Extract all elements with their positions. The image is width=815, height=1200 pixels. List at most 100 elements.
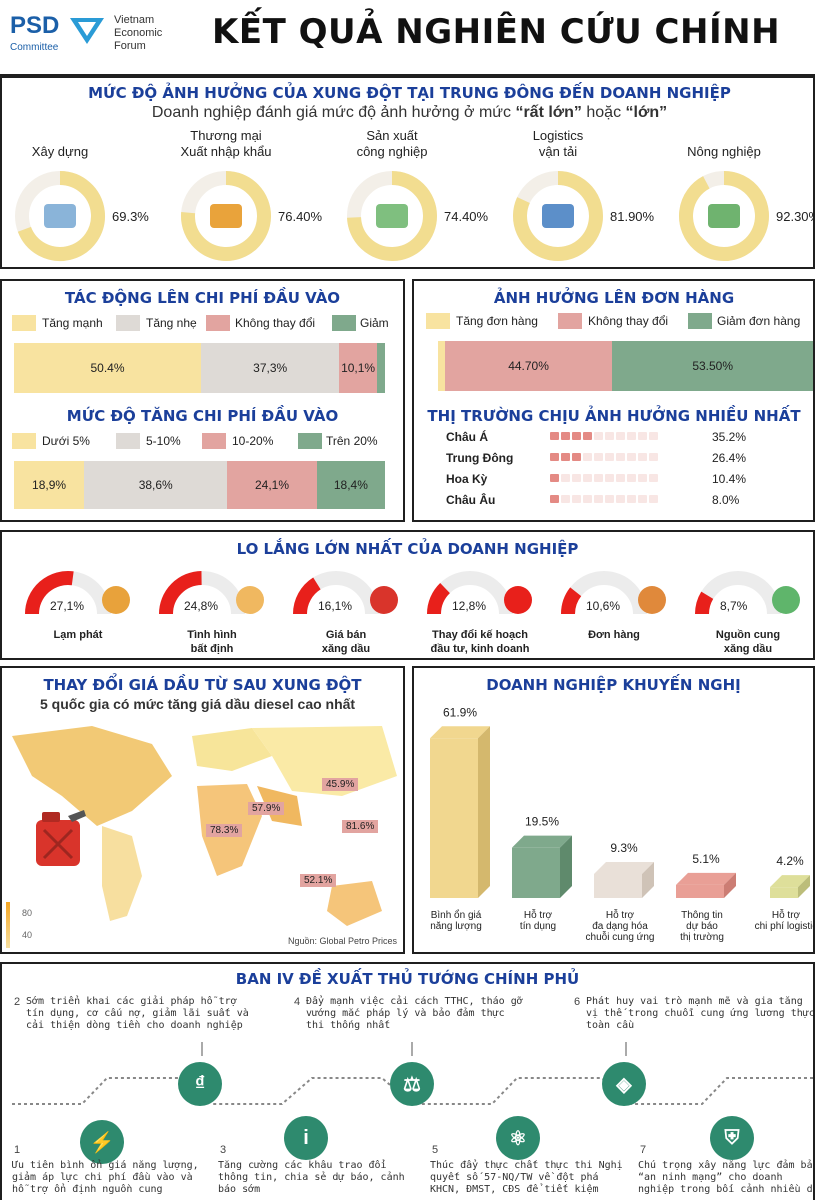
truck-icon (583, 453, 592, 461)
oil-callout-australia: 52.1% (300, 874, 337, 887)
oil-callout-vietnam: 45.9% (322, 778, 359, 791)
cost-level-title: MỨC ĐỘ TĂNG CHI PHÍ ĐẦU VÀO (66, 407, 339, 425)
gauge-pct: 12,8% (452, 599, 486, 613)
bar-value-label: 4.2% (776, 854, 804, 868)
gauge-arc (561, 587, 582, 615)
legend-swatch (12, 315, 36, 331)
sector-name-label: Xuất nhập khẩu (180, 144, 271, 159)
worries-title: LO LẮNG LỚN NHẤT CỦA DOANH NGHIỆP (236, 540, 579, 558)
truck-icon (572, 432, 581, 440)
donut-pct-label: 74.40% (444, 209, 489, 224)
truck-icon (594, 432, 603, 440)
atom-icon: ⚛ (496, 1116, 540, 1160)
bar-segment: 18,9% (14, 461, 85, 509)
psd-committee: Committee (10, 42, 59, 53)
truck-icon (561, 474, 570, 482)
bar-category-label: đa dạng hóa (592, 921, 648, 932)
legend-swatch (332, 315, 356, 331)
bar-category-label: chuỗi cung ứng (586, 930, 655, 943)
proposal-text-6: Phát huy vai trò mạnh mẽ và gia tăng vị … (586, 996, 815, 1031)
donut-arc (513, 171, 603, 261)
jerry-can-icon (36, 810, 86, 866)
worry-label: Nguồn cung (716, 629, 780, 641)
orders-panel: ẢNH HƯỞNG LÊN ĐƠN HÀNG Tăng đơn hàng Khô… (412, 279, 815, 522)
bar-category-label: năng lượng (430, 921, 482, 932)
bar-category-label: thị trường (680, 932, 724, 943)
scale-icon: ⚖ (390, 1062, 434, 1106)
truck-icon (583, 495, 592, 503)
proposal-num-5: 5 (432, 1144, 439, 1156)
bar-segment: 38,6% (84, 461, 228, 509)
bar-category-label: tín dụng (520, 921, 556, 932)
bar-segment: 44.70% (444, 341, 613, 391)
sector-name-label: Sản xuất (366, 128, 418, 143)
gauge-arc (695, 591, 714, 615)
gauge-pct: 27,1% (50, 599, 84, 613)
market-pct: 8.0% (712, 493, 740, 507)
recommend-title: DOANH NGHIỆP KHUYẾN NGHỊ (486, 676, 741, 694)
bar-category-label: dự báo (686, 921, 718, 932)
truck-icon (649, 495, 658, 503)
legend-swatch (688, 313, 712, 329)
truck-icon (594, 474, 603, 482)
map-scale-tick-80: 80 (22, 908, 33, 918)
market-pct: 26.4% (712, 451, 746, 465)
truck-icon (561, 495, 570, 503)
page-title: KẾT QUẢ NGHIÊN CỨU CHÍNH (212, 12, 781, 52)
markets-chart: Châu Á 35.2% Trung Đông 26.4% Hoa Kỳ 10.4% Châ… (446, 429, 746, 507)
bar-front (770, 887, 798, 898)
truck-icon (649, 453, 658, 461)
worry-icon (772, 586, 800, 614)
orders-legend-1: Không thay đổi (588, 314, 669, 328)
cost-legend-0: Tăng mạnh (42, 316, 103, 330)
truck-icon (583, 432, 592, 440)
bar-segment: 53.50% (612, 341, 813, 391)
bar-front (512, 847, 560, 898)
market-name: Hoa Kỳ (446, 472, 488, 486)
vef-logo-text: Vietnam Economic Forum (114, 14, 163, 52)
map-scale-bar (6, 902, 10, 948)
truck-icon (605, 474, 614, 482)
truck-icon (594, 495, 603, 503)
worry-icon (370, 586, 398, 614)
sector-impact-subtitle: Doanh nghiệp đánh giá mức độ ảnh hưởng ở… (151, 104, 668, 121)
markets-title: THỊ TRƯỜNG CHỊU ẢNH HƯỞNG NHIỀU NHẤT (427, 407, 801, 425)
truck-icon (605, 453, 614, 461)
legend-swatch (116, 315, 140, 331)
proposal-num-4: 4 (294, 996, 301, 1008)
donut-pct-label: 92.30% (776, 209, 813, 224)
gauge-pct: 8,7% (720, 599, 748, 613)
gauge-arc (25, 571, 74, 615)
shield-icon: ⛨ (710, 1116, 754, 1160)
market-pct: 10.4% (712, 472, 746, 486)
sector-icon (708, 204, 740, 228)
truck-icon (572, 453, 581, 461)
oil-callout-philippines: 81.6% (342, 820, 379, 833)
gauge-pct: 24,8% (184, 599, 218, 613)
legend-swatch (116, 433, 140, 449)
legend-swatch (298, 433, 322, 449)
worries-chart: 27,1% Lạm phát 24,8% Tình hình bất định 16,1%… (25, 571, 800, 655)
sector-name-label: công nghiệp (357, 144, 428, 159)
truck-icon (616, 474, 625, 482)
oil-title: THAY ĐỔI GIÁ DẦU TỪ SAU XUNG ĐỘT (43, 676, 362, 694)
proposal-text-3: Tăng cường các khâu trao đổi thông tin, … (218, 1160, 405, 1195)
bar-top (594, 862, 654, 874)
bar-value-label: 9.3% (610, 841, 638, 855)
supply-chain-icon: ◈ (602, 1062, 646, 1106)
bar-segment: 24,1% (227, 461, 317, 509)
psd-logo: PSD (10, 12, 60, 39)
worry-icon (102, 586, 130, 614)
truck-icon (638, 453, 647, 461)
sector-icon (210, 204, 242, 228)
proposals-title: BAN IV ĐỀ XUẤT THỦ TƯỚNG CHÍNH PHỦ (235, 970, 580, 988)
cost-level-legend-3: Trên 20% (326, 434, 378, 448)
truck-icon (627, 495, 636, 503)
lightning-icon: ⚡ (80, 1120, 124, 1164)
proposal-num-2: 2 (14, 996, 21, 1008)
legend-swatch (202, 433, 226, 449)
truck-icon (572, 474, 581, 482)
worry-label: Thay đổi kế hoạch (432, 629, 528, 641)
truck-icon (605, 432, 614, 440)
